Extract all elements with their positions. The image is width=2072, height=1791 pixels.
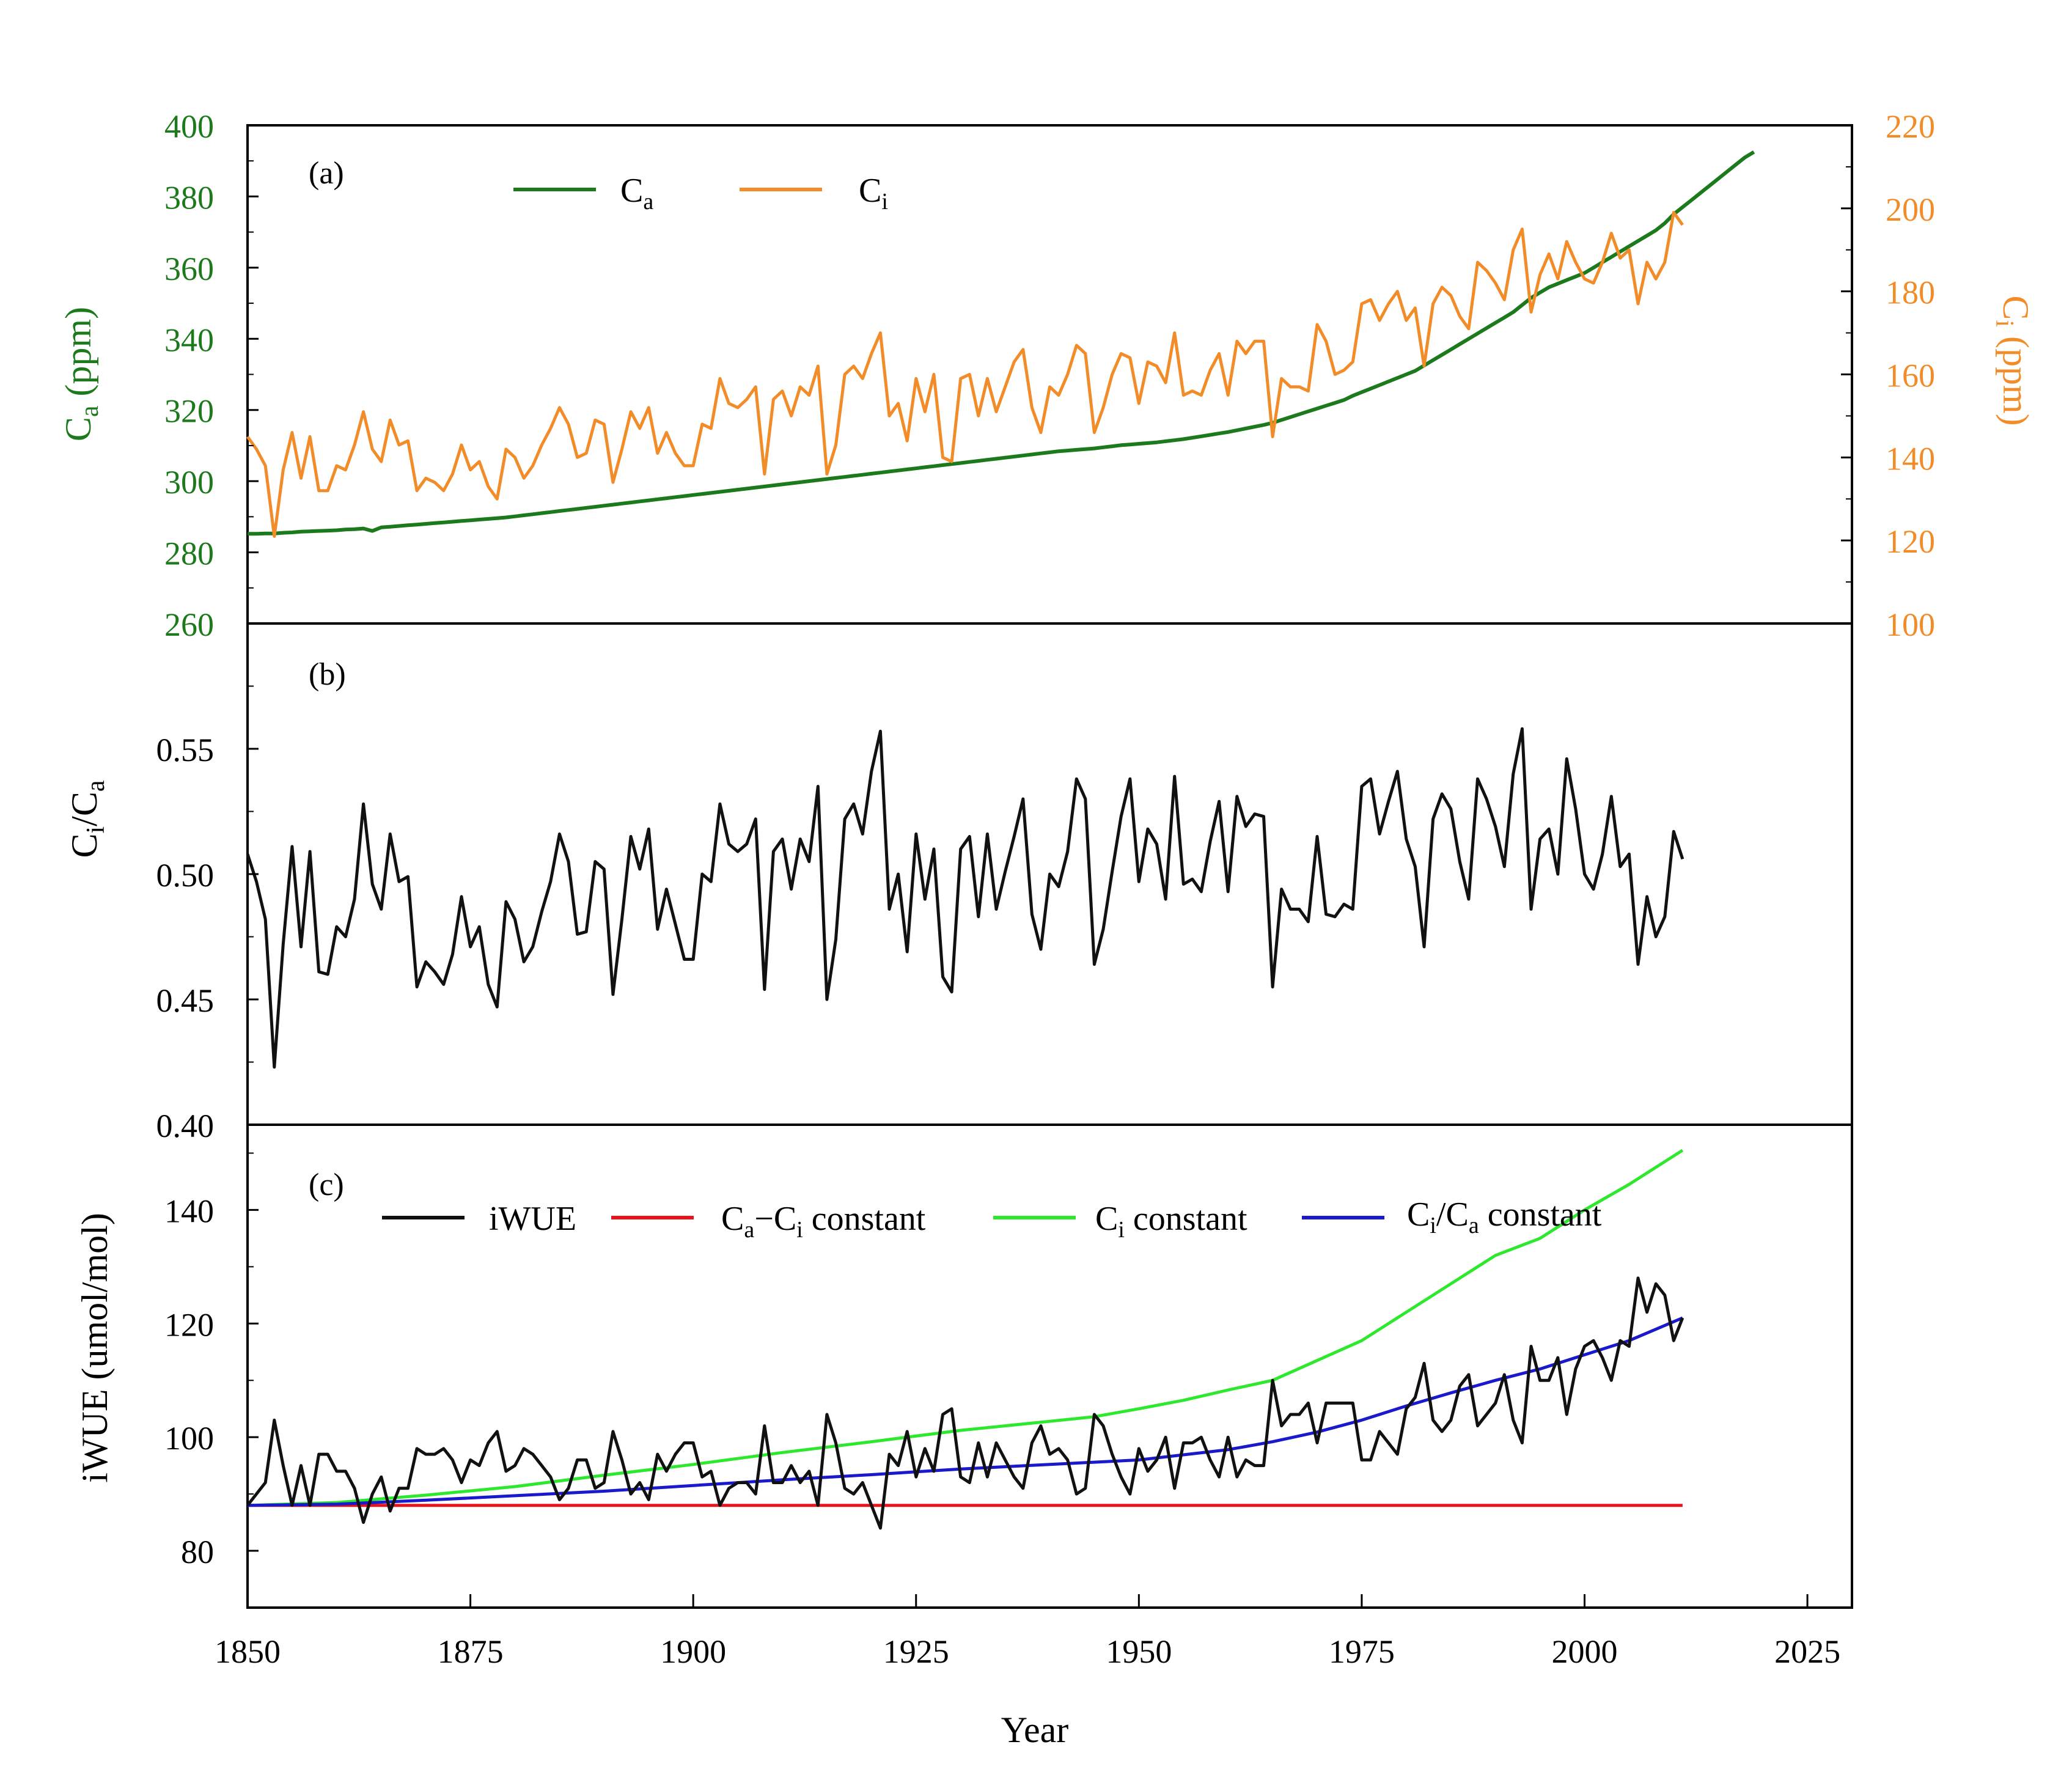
panel-b-tag: (b) [309, 657, 346, 692]
panel-a-left-y-tick-label: 340 [164, 322, 214, 358]
panel-c-y-tick-label: 80 [181, 1534, 214, 1570]
x-axis-tick-label: 1875 [438, 1633, 504, 1670]
panel-a-left-y-tick-label: 380 [164, 179, 214, 216]
series-layer [246, 150, 1755, 1530]
legend-ci-constant-label: Ci constant [1095, 1200, 1247, 1243]
legend-ci-label: Ci [859, 172, 888, 215]
panel-a-left-y-tick-label: 280 [164, 535, 214, 572]
panel-c-axis-title: iWUE (umol/mol) [75, 1213, 115, 1483]
series-ci-ca-ratio-line [246, 727, 1684, 1069]
panel-a-right-y-tick-label: 180 [1886, 274, 1935, 311]
panel-a-right-axis-title: Ci (ppm) [1990, 295, 2036, 425]
series-ci-constant-line [247, 1149, 1684, 1507]
x-axis-tick-label: 1925 [883, 1633, 949, 1670]
panel-c-tag: (c) [309, 1168, 344, 1202]
panel-a-right-y-tick-label: 200 [1886, 191, 1935, 228]
x-axis-tick-label: 1950 [1106, 1633, 1172, 1670]
ticks-layer: 260 280 300 320 340 360 380 400 100 120 140 160 180 2… [156, 108, 1936, 1670]
series-ci-line [246, 211, 1684, 538]
panel-a-legend: Ca Ci [513, 172, 888, 215]
x-axis-tick-label: 2025 [1774, 1633, 1840, 1670]
panel-c-legend: iWUE Ca−Ci constant Ci constant Ci/Ca co… [382, 1196, 1602, 1243]
panel-a-left-y-tick-label: 260 [164, 606, 214, 643]
legend-ca-ci-constant-label: Ca−Ci constant [721, 1200, 926, 1243]
panel-a-right-y-tick-label: 120 [1886, 523, 1935, 560]
panel-a-left-y-tick-label: 320 [164, 393, 214, 430]
legend-ca-label: Ca [620, 172, 653, 215]
panel-c-y-tick-label: 100 [164, 1420, 214, 1457]
panel-b-y-tick-label: 0.50 [156, 857, 215, 894]
panel-b-y-tick-label: 0.40 [156, 1108, 215, 1144]
legend-iwue-label: iWUE [489, 1200, 576, 1238]
legend-ci-ca-constant-label: Ci/Ca constant [1407, 1196, 1602, 1238]
panel-a-tag: (a) [309, 156, 344, 191]
x-axis-tick-label: 1900 [660, 1633, 726, 1670]
panel-a-right-y-tick-label: 220 [1886, 108, 1935, 145]
panel-c-y-tick-label: 140 [164, 1193, 214, 1229]
panel-a-frame [246, 124, 1853, 625]
panel-a-right-y-tick-label: 100 [1886, 606, 1935, 643]
panel-a-left-y-tick-label: 360 [164, 251, 214, 287]
panel-a-left-axis-title: Ca (ppm) [58, 307, 104, 441]
panel-a-left-y-tick-label: 300 [164, 464, 214, 501]
panel-b-y-tick-label: 0.55 [156, 732, 215, 768]
x-axis-tick-label: 1975 [1329, 1633, 1395, 1670]
panel-a-left-y-tick-label: 400 [164, 108, 214, 145]
series-ca-line [248, 150, 1755, 536]
x-axis-tick-label: 2000 [1552, 1633, 1618, 1670]
panel-b-axis-title: Ci/Ca [64, 780, 110, 858]
panel-a-right-y-tick-label: 140 [1886, 440, 1935, 477]
x-axis-title: Year [1001, 1710, 1069, 1750]
panel-b-y-tick-label: 0.45 [156, 982, 215, 1019]
panel-c-y-tick-label: 120 [164, 1306, 214, 1343]
series-iwue-line [246, 1276, 1684, 1530]
x-axis-tick-label: 1850 [215, 1633, 281, 1670]
panel-c-frame [246, 1124, 1853, 1609]
panel-a-right-y-tick-label: 160 [1886, 358, 1935, 394]
